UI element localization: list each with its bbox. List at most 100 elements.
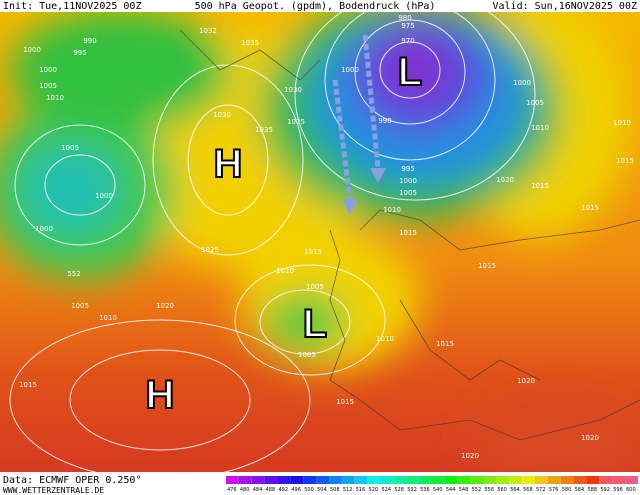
data-source: Data: ECMWF OPER 0.250° bbox=[3, 475, 141, 486]
colorbar-cell bbox=[470, 476, 484, 484]
colorbar-cell bbox=[547, 476, 561, 484]
colorbar-label: 568 bbox=[523, 487, 533, 493]
colorbar-cell bbox=[496, 476, 510, 484]
isobar-label: 1000 bbox=[399, 177, 417, 185]
pressure-center: L bbox=[303, 302, 327, 346]
header-bar bbox=[0, 0, 640, 12]
colorbar-label: 600 bbox=[626, 487, 636, 493]
isobar-label: 1035 bbox=[255, 126, 273, 134]
isobar-label: 1020 bbox=[517, 377, 535, 385]
colorbar-cell bbox=[277, 476, 291, 484]
colorbar-cell bbox=[393, 476, 407, 484]
colorbar-label: 592 bbox=[600, 487, 610, 493]
isobar-label: 1025 bbox=[201, 246, 219, 254]
colorbar-cell bbox=[612, 476, 626, 484]
colorbar-cell bbox=[303, 476, 317, 484]
isobar-label: 1000 bbox=[35, 225, 53, 233]
isobar-label: 1030 bbox=[213, 111, 231, 119]
colorbar-label: 564 bbox=[510, 487, 520, 493]
colorbar-label: 536 bbox=[420, 487, 430, 493]
isobar-label: 980 bbox=[398, 14, 411, 22]
colorbar-label: 572 bbox=[536, 487, 546, 493]
colorbar-label: 584 bbox=[575, 487, 585, 493]
isobar-label: 1020 bbox=[156, 302, 174, 310]
isobar-label: 1005 bbox=[399, 189, 417, 197]
isobar-label: 1015 bbox=[581, 204, 599, 212]
colorbar-label: 488 bbox=[266, 487, 276, 493]
isobar-label: 552 bbox=[67, 270, 80, 278]
colorbar-cell bbox=[625, 476, 638, 484]
colorbar-label: 544 bbox=[446, 487, 456, 493]
colorbar-cell bbox=[560, 476, 574, 484]
colorbar-cell bbox=[290, 476, 304, 484]
isobar-label: 1010 bbox=[99, 314, 117, 322]
isobar-label: 1010 bbox=[531, 124, 549, 132]
colorbar-cell bbox=[599, 476, 613, 484]
isobar-label: 1005 bbox=[39, 82, 57, 90]
colorbar-cell bbox=[432, 476, 445, 484]
colorbar-label: 560 bbox=[497, 487, 507, 493]
colorbar-label: 496 bbox=[291, 487, 301, 493]
colorbar-label: 580 bbox=[562, 487, 572, 493]
colorbar-label: 556 bbox=[485, 487, 495, 493]
colorbar-cell bbox=[509, 476, 523, 484]
isobar-label: 1010 bbox=[46, 94, 64, 102]
colorbar-label: 500 bbox=[304, 487, 314, 493]
isobar-label: 1015 bbox=[616, 157, 634, 165]
website: WWW.WETTERZENTRALE.DE bbox=[3, 486, 104, 495]
colorbar-cell bbox=[535, 476, 548, 484]
colorbar-label: 540 bbox=[433, 487, 443, 493]
map-field bbox=[0, 0, 640, 481]
isobar-label: 1000 bbox=[341, 66, 359, 74]
pressure-center: H bbox=[214, 142, 243, 186]
isobar-label: 1005 bbox=[61, 144, 79, 152]
isobar-label: 1000 bbox=[39, 66, 57, 74]
colorbar: 476 480 484 488 492 496 500 504 508 512 516 520 524 5… bbox=[226, 476, 638, 493]
colorbar-label: 476 bbox=[227, 487, 237, 493]
colorbar-cell bbox=[586, 476, 600, 484]
colorbar-cell bbox=[483, 476, 497, 484]
isobar-label: 1005 bbox=[298, 351, 316, 359]
colorbar-label: 596 bbox=[613, 487, 623, 493]
isobar-label: 1005 bbox=[526, 99, 544, 107]
isobar-label: 1015 bbox=[336, 398, 354, 406]
isobar-label: 1015 bbox=[304, 248, 322, 256]
colorbar-label: 516 bbox=[356, 487, 366, 493]
isobar-label: 1000 bbox=[23, 46, 41, 54]
isobar-label: 1010 bbox=[613, 119, 631, 127]
colorbar-label: 552 bbox=[472, 487, 482, 493]
map-title: 500 hPa Geopot. (gpdm), Bodendruck (hPa) bbox=[195, 1, 436, 12]
isobar-label: 1005 bbox=[306, 283, 324, 291]
colorbar-cell bbox=[264, 476, 278, 484]
colorbar-cell bbox=[341, 476, 355, 484]
colorbar-cell bbox=[251, 476, 265, 484]
colorbar-label: 532 bbox=[407, 487, 417, 493]
colorbar-label: 548 bbox=[459, 487, 469, 493]
isobar-labels: 990 995 1000 1000 1005 1010 1032 1035 1030 1030 10… bbox=[19, 14, 634, 460]
colorbar-label: 508 bbox=[330, 487, 340, 493]
colorbar-cell bbox=[419, 476, 432, 484]
colorbar-cell bbox=[406, 476, 420, 484]
isobar-label: 975 bbox=[401, 22, 414, 30]
isobar-label: 1010 bbox=[376, 335, 394, 343]
isobar-label: 1015 bbox=[436, 340, 454, 348]
colorbar-cell bbox=[522, 476, 535, 484]
isobar-label: 990 bbox=[378, 117, 391, 125]
isobar-label: 1025 bbox=[287, 118, 305, 126]
colorbar-label: 512 bbox=[343, 487, 353, 493]
pressure-center: L bbox=[398, 50, 422, 94]
colorbar-label: 480 bbox=[240, 487, 250, 493]
colorbar-cell bbox=[316, 476, 329, 484]
colorbar-label: 576 bbox=[549, 487, 559, 493]
isobar-label: 1000 bbox=[513, 79, 531, 87]
isobar-label: 1020 bbox=[496, 176, 514, 184]
colorbar-label: 520 bbox=[369, 487, 379, 493]
isobar-label: 995 bbox=[401, 165, 414, 173]
colorbar-label: 528 bbox=[394, 487, 404, 493]
isobar-label: 1005 bbox=[71, 302, 89, 310]
pressure-centers: L H L H bbox=[145, 49, 424, 418]
colorbar-cell bbox=[367, 476, 381, 484]
isobar-label: 1015 bbox=[478, 262, 496, 270]
colorbar-label: 588 bbox=[588, 487, 598, 493]
isobar-label: 1030 bbox=[284, 86, 302, 94]
